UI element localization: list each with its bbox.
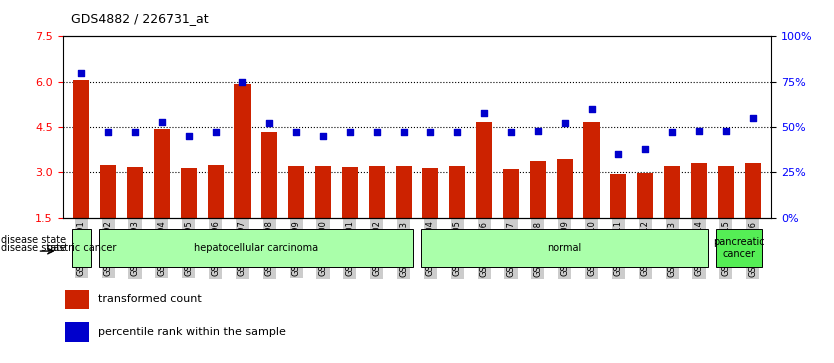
Point bbox=[289, 130, 303, 135]
Bar bbox=[530, 161, 546, 263]
Point bbox=[75, 70, 88, 76]
Point bbox=[397, 130, 410, 135]
Point bbox=[344, 130, 357, 135]
Point bbox=[666, 130, 679, 135]
Point bbox=[639, 146, 652, 152]
Bar bbox=[664, 166, 681, 263]
Bar bbox=[73, 79, 89, 263]
Point bbox=[155, 119, 168, 125]
Bar bbox=[153, 130, 170, 263]
Bar bbox=[127, 167, 143, 263]
Bar bbox=[100, 165, 116, 263]
Point bbox=[692, 128, 706, 134]
Bar bbox=[450, 166, 465, 263]
Text: pancreatic
cancer: pancreatic cancer bbox=[713, 237, 765, 258]
Point bbox=[746, 115, 759, 121]
Bar bbox=[718, 166, 734, 263]
Bar bbox=[476, 122, 492, 263]
Bar bbox=[65, 290, 88, 309]
Text: normal: normal bbox=[548, 243, 582, 253]
Bar bbox=[422, 168, 439, 263]
Bar bbox=[65, 322, 88, 342]
Bar bbox=[421, 229, 708, 266]
Bar bbox=[181, 168, 197, 263]
Text: transformed count: transformed count bbox=[98, 294, 201, 305]
Text: disease state: disease state bbox=[1, 235, 67, 245]
Point bbox=[558, 121, 571, 126]
Bar bbox=[745, 163, 761, 263]
Bar bbox=[691, 163, 707, 263]
Point bbox=[316, 133, 329, 139]
Point bbox=[236, 79, 249, 85]
Bar bbox=[395, 166, 412, 263]
Bar bbox=[369, 166, 384, 263]
Bar bbox=[315, 166, 331, 263]
Bar bbox=[208, 165, 224, 263]
Point bbox=[477, 110, 490, 115]
Text: gastric cancer: gastric cancer bbox=[47, 243, 116, 253]
Point bbox=[719, 128, 732, 134]
Point bbox=[611, 151, 625, 157]
Point bbox=[263, 121, 276, 126]
Text: GDS4882 / 226731_at: GDS4882 / 226731_at bbox=[71, 12, 208, 25]
Point bbox=[505, 130, 518, 135]
Bar bbox=[503, 169, 519, 263]
Bar bbox=[556, 159, 573, 263]
Bar bbox=[584, 122, 600, 263]
Bar bbox=[342, 167, 358, 263]
Point bbox=[182, 133, 195, 139]
Point bbox=[128, 130, 142, 135]
Bar bbox=[716, 229, 762, 266]
Bar bbox=[98, 229, 413, 266]
Text: percentile rank within the sample: percentile rank within the sample bbox=[98, 327, 285, 337]
Bar bbox=[72, 229, 91, 266]
Point bbox=[370, 130, 384, 135]
Point bbox=[209, 130, 223, 135]
Text: disease state: disease state bbox=[1, 243, 66, 253]
Bar bbox=[261, 132, 278, 263]
Bar bbox=[234, 84, 250, 263]
Point bbox=[531, 128, 545, 134]
Point bbox=[102, 130, 115, 135]
Point bbox=[585, 106, 598, 112]
Bar bbox=[288, 166, 304, 263]
Text: hepatocellular carcinoma: hepatocellular carcinoma bbox=[193, 243, 318, 253]
Point bbox=[424, 130, 437, 135]
Point bbox=[450, 130, 464, 135]
Bar bbox=[637, 173, 653, 263]
Bar bbox=[610, 174, 626, 263]
